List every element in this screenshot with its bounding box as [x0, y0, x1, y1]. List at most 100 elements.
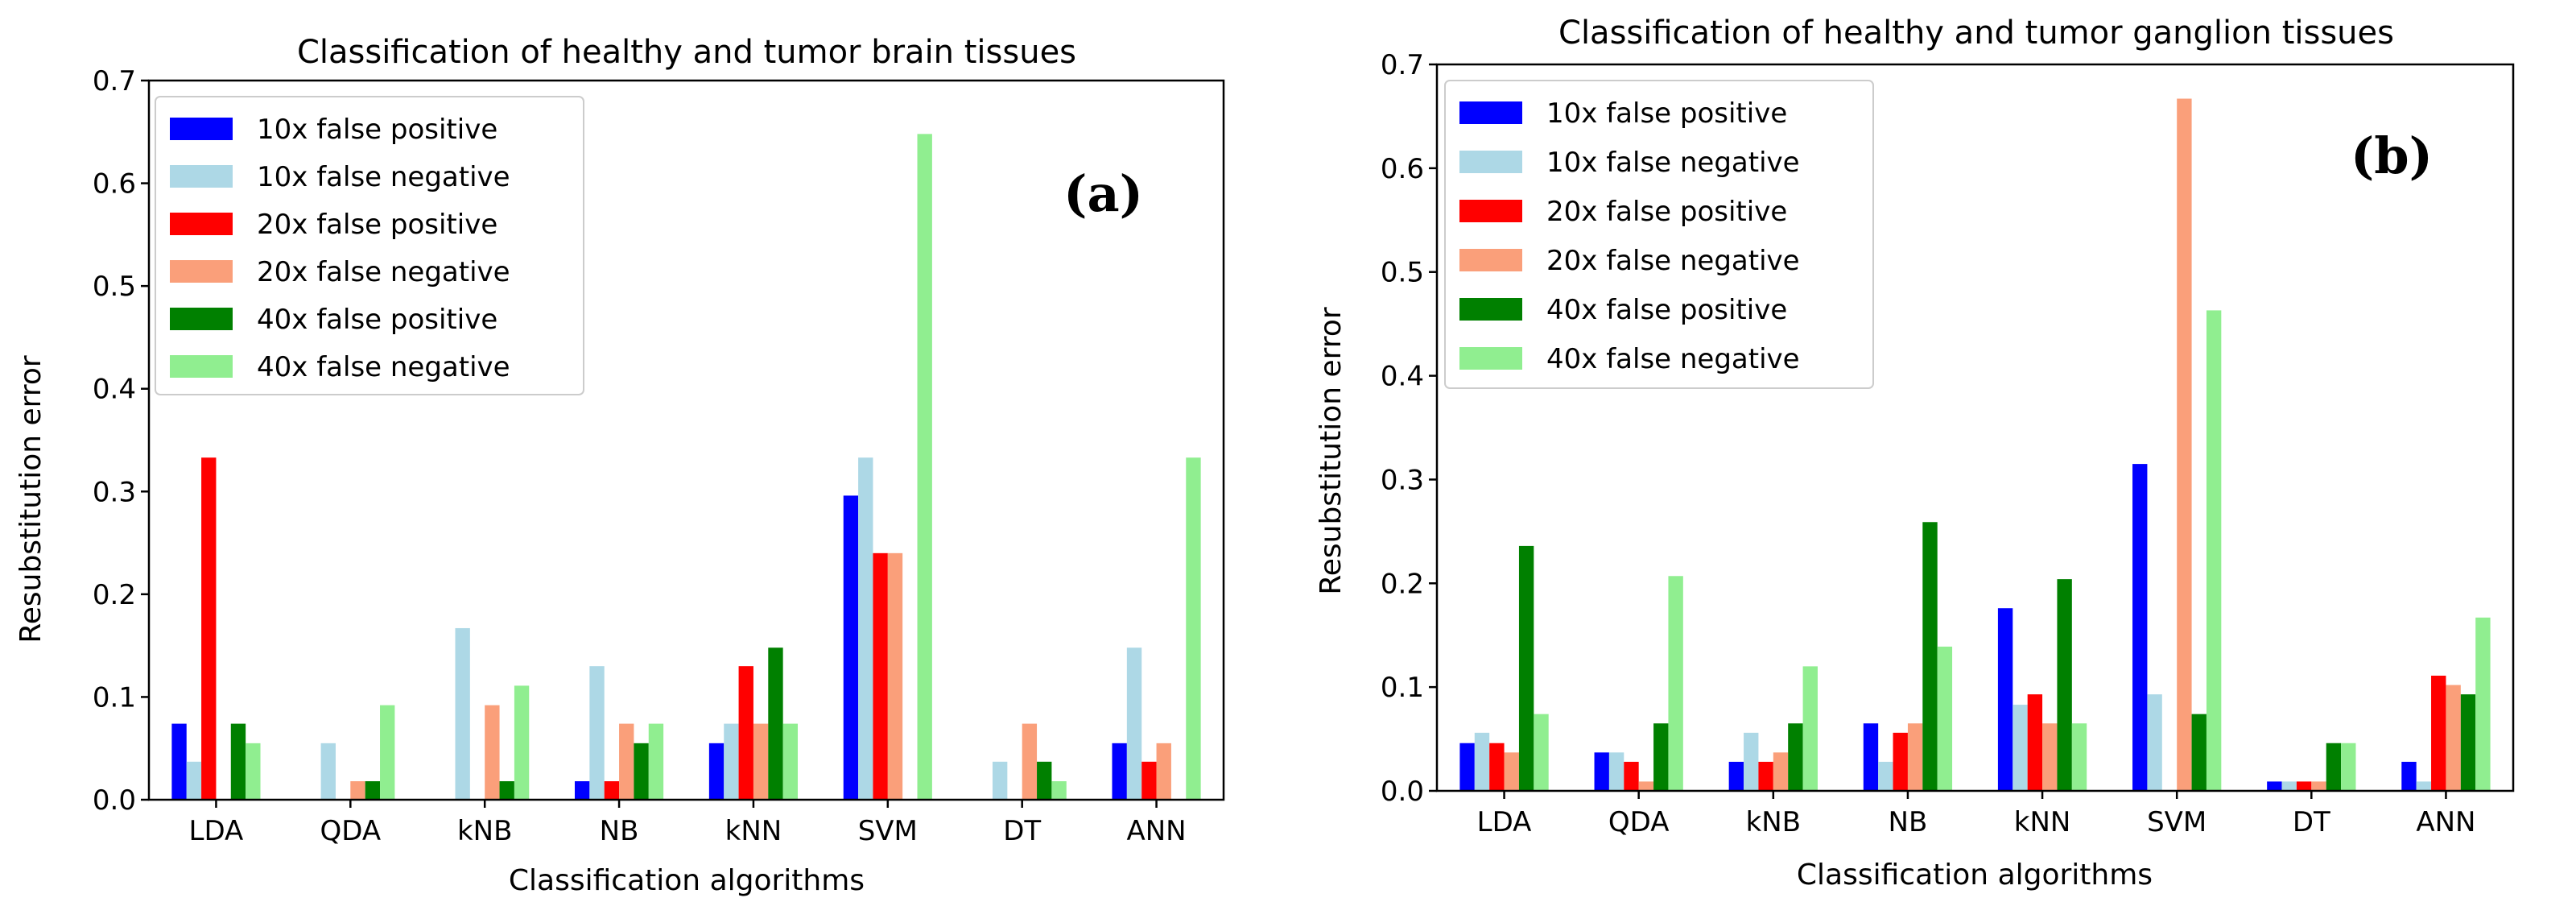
bar [350, 781, 365, 800]
y-tick-label: 0.6 [93, 168, 136, 201]
bar [1037, 761, 1052, 800]
bar [1051, 781, 1067, 800]
bar [843, 495, 859, 800]
bar [724, 723, 739, 800]
bar [1489, 743, 1505, 791]
bar [1474, 732, 1490, 791]
y-tick-label: 0.7 [1381, 49, 1424, 81]
x-axis-label: Classification algorithms [1797, 859, 2153, 892]
bar [1937, 646, 1953, 791]
bar [171, 723, 187, 800]
bar [604, 781, 620, 800]
y-tick-label: 0.2 [93, 579, 136, 611]
bar [1907, 723, 1923, 791]
plot-frame [1435, 63, 2515, 792]
bar [1638, 781, 1654, 791]
x-tick-label: DT [2293, 806, 2330, 838]
legend-swatch [170, 165, 233, 188]
x-tick-label: SVM [858, 815, 918, 847]
y-axis-label: Resubstitution error [1315, 307, 1348, 595]
bar [2071, 723, 2087, 791]
legend-label: 40x false negative [257, 351, 510, 383]
x-tick-label: ANN [1126, 815, 1186, 847]
legend-box [155, 96, 584, 395]
legend-label: 20x false negative [257, 256, 510, 288]
x-axis-label: Classification algorithms [509, 864, 865, 897]
panel-label: (a) [1063, 164, 1143, 223]
legend: 10x false positive 10x false negative 20x … [155, 96, 584, 395]
legend-label: 20x false negative [1546, 245, 1800, 277]
x-tick-label: LDA [1477, 806, 1532, 838]
bar [455, 627, 470, 800]
bar [514, 685, 530, 800]
bar [619, 723, 634, 800]
bar [485, 705, 500, 800]
bar [589, 666, 605, 800]
bar [1728, 761, 1744, 791]
x-tick-label: kNN [2014, 806, 2071, 838]
legend-swatch [1459, 298, 1522, 321]
x-tick-label: QDA [320, 815, 382, 847]
x-tick-label: kNB [457, 815, 512, 847]
legend-swatch [170, 355, 233, 378]
bars-group [1459, 98, 2491, 791]
legend-swatch [170, 213, 233, 235]
bar [1156, 743, 1171, 800]
bar [992, 761, 1008, 800]
legend-swatch [1459, 200, 1522, 222]
legend-swatch [1459, 249, 1522, 271]
bar [1504, 752, 1519, 791]
bar [365, 781, 381, 800]
legend-swatch [1459, 151, 1522, 173]
bar [186, 761, 202, 800]
legend-label: 20x false positive [257, 209, 497, 241]
bar [2460, 694, 2476, 791]
bar [887, 552, 903, 800]
bar [2326, 743, 2342, 791]
bar [1744, 732, 1759, 791]
bar [2057, 579, 2072, 791]
bar [1518, 545, 1534, 791]
y-tick-label: 0.3 [1381, 464, 1424, 496]
legend-swatch [1459, 347, 1522, 370]
legend-box [1444, 80, 1874, 389]
bar [1922, 522, 1938, 791]
bar [1878, 761, 1893, 791]
x-tick-label: LDA [189, 815, 244, 847]
bar [1112, 743, 1127, 800]
bar [2177, 98, 2192, 791]
y-tick-label: 0.6 [1381, 153, 1424, 185]
y-tick-label: 0.0 [93, 784, 136, 817]
legend-swatch [170, 260, 233, 283]
bar [708, 743, 724, 800]
bar [1802, 666, 1818, 791]
bar [1186, 457, 1201, 800]
bar [2267, 781, 2282, 791]
bar [1141, 761, 1157, 800]
bar [2431, 675, 2446, 791]
bar [634, 743, 649, 800]
panel-label: (b) [2351, 126, 2433, 185]
x-tick-label: ANN [2416, 806, 2475, 838]
x-tick-label: kNB [1746, 806, 1801, 838]
bar [2206, 310, 2222, 791]
bar [380, 705, 395, 800]
bar [2132, 464, 2148, 791]
x-tick-label: NB [600, 815, 639, 847]
x-tick-label: NB [1889, 806, 1928, 838]
bar [1624, 761, 1639, 791]
y-tick-label: 0.4 [1381, 361, 1424, 393]
legend-label: 10x false positive [257, 114, 497, 146]
chart-panel-a: Classification of healthy and tumor brai… [14, 34, 1225, 897]
legend-swatch [1459, 101, 1522, 124]
legend-label: 10x false negative [257, 161, 510, 193]
plot-frame [147, 79, 1225, 801]
y-tick-label: 0.1 [1381, 672, 1424, 704]
legend-swatch [170, 118, 233, 140]
bar [2027, 694, 2043, 791]
bar [873, 552, 888, 800]
bar [201, 457, 217, 800]
bar [2296, 781, 2312, 791]
bar [2147, 694, 2162, 791]
